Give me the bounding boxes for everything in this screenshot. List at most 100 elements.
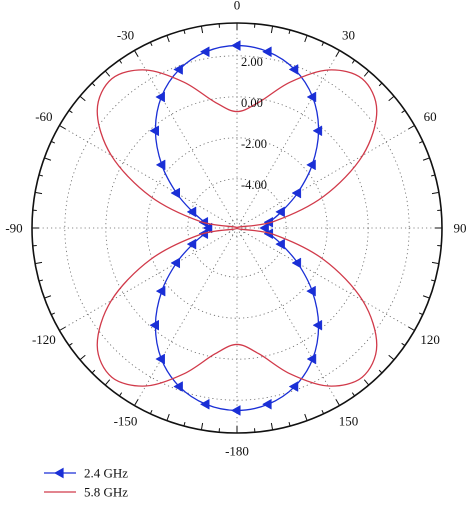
angle-tick bbox=[431, 174, 436, 177]
angle-tick bbox=[68, 110, 73, 114]
legend: 2.4 GHz 5.8 GHz bbox=[44, 466, 128, 500]
data-point-marker bbox=[170, 257, 181, 269]
angle-tick bbox=[134, 50, 139, 57]
angle-tick bbox=[166, 35, 170, 43]
data-point-marker bbox=[259, 222, 269, 234]
angle-tick bbox=[270, 422, 274, 430]
legend-label: 5.8 GHz bbox=[84, 485, 128, 500]
angle-label: -120 bbox=[32, 332, 56, 347]
data-point-marker bbox=[312, 125, 323, 137]
angle-tick bbox=[304, 35, 308, 43]
angle-tick bbox=[59, 125, 66, 130]
data-point-marker bbox=[170, 187, 181, 199]
angle-tick bbox=[288, 29, 291, 34]
data-point-marker bbox=[262, 398, 272, 410]
angle-tick bbox=[422, 295, 430, 299]
angle-tick bbox=[431, 261, 439, 265]
angle-tick bbox=[200, 422, 204, 430]
angle-tick bbox=[91, 82, 96, 87]
angle-label: -150 bbox=[114, 414, 138, 429]
data-point-marker bbox=[291, 187, 302, 199]
angle-tick bbox=[431, 279, 436, 282]
angle-tick bbox=[270, 26, 274, 34]
angle-tick bbox=[183, 29, 186, 34]
data-point-marker bbox=[288, 381, 299, 392]
data-point-marker bbox=[275, 206, 285, 218]
angle-label: -60 bbox=[35, 109, 52, 124]
grid-circle bbox=[228, 219, 246, 237]
radial-tick-label: 0.00 bbox=[241, 96, 263, 110]
angle-tick bbox=[388, 95, 395, 102]
angle-tick bbox=[59, 326, 66, 331]
polar-grid bbox=[31, 22, 443, 434]
angle-tick bbox=[401, 342, 406, 346]
angle-tick bbox=[104, 70, 111, 77]
angle-tick bbox=[401, 110, 406, 114]
legend-marker bbox=[54, 467, 64, 479]
angle-tick bbox=[321, 41, 325, 47]
grid-spoke bbox=[59, 125, 238, 229]
angle-tick bbox=[134, 399, 139, 406]
angle-tick bbox=[321, 409, 325, 415]
angle-tick bbox=[149, 41, 153, 47]
angle-tick bbox=[35, 261, 43, 265]
angle-tick bbox=[335, 50, 340, 57]
radial-tick-label: 2.00 bbox=[241, 55, 263, 69]
grid-circle bbox=[146, 137, 328, 319]
data-point-marker bbox=[186, 238, 197, 250]
angle-label: -180 bbox=[225, 444, 249, 459]
angle-tick bbox=[378, 369, 383, 374]
data-point-marker bbox=[230, 405, 241, 416]
angle-tick bbox=[119, 392, 123, 397]
angle-tick bbox=[44, 157, 52, 161]
angle-label: 120 bbox=[420, 332, 440, 347]
data-point-marker bbox=[275, 238, 285, 250]
data-point-marker bbox=[155, 91, 165, 103]
data-point-marker bbox=[173, 64, 183, 75]
angle-tick bbox=[91, 369, 96, 374]
angle-tick bbox=[388, 354, 395, 361]
angle-tick bbox=[149, 409, 153, 415]
data-point-marker bbox=[312, 319, 323, 331]
radial-tick-label: -4.00 bbox=[241, 178, 267, 192]
grid-spoke bbox=[236, 50, 340, 229]
data-point-marker bbox=[149, 125, 159, 137]
data-point-marker bbox=[149, 319, 159, 331]
series-2 bbox=[96, 69, 378, 387]
data-point-marker bbox=[199, 46, 210, 58]
angle-tick bbox=[38, 279, 43, 282]
data-point-marker bbox=[173, 381, 183, 392]
angle-tick bbox=[408, 326, 415, 331]
angle-tick bbox=[418, 140, 424, 144]
data-point-marker bbox=[306, 353, 317, 365]
angle-label: -90 bbox=[5, 221, 22, 236]
label-layer: 0 30 60 90 120 150 -180 -150 -120 -90 -60 -30 2.00 0.… bbox=[5, 0, 466, 459]
grid-spoke bbox=[236, 227, 340, 406]
data-point-marker bbox=[155, 159, 166, 171]
radial-tick-label: -2.00 bbox=[241, 137, 267, 151]
angle-tick bbox=[104, 379, 111, 386]
legend-item-1: 2.4 GHz bbox=[44, 466, 128, 481]
data-point-marker bbox=[186, 206, 197, 218]
angle-label: -30 bbox=[117, 27, 134, 42]
data-point-marker bbox=[262, 46, 272, 58]
angle-tick bbox=[418, 312, 424, 316]
angle-tick bbox=[422, 157, 430, 161]
angle-tick bbox=[183, 422, 186, 427]
angle-label: 90 bbox=[454, 221, 467, 236]
grid-circle bbox=[187, 178, 287, 278]
angle-tick bbox=[431, 191, 439, 195]
grid-spoke bbox=[59, 227, 238, 331]
legend-label: 2.4 GHz bbox=[84, 466, 128, 481]
angle-tick bbox=[44, 295, 52, 299]
angle-tick bbox=[288, 422, 291, 427]
angle-tick bbox=[378, 82, 383, 87]
angle-tick bbox=[50, 312, 56, 316]
grid-spoke bbox=[236, 227, 415, 331]
angle-tick bbox=[50, 140, 56, 144]
legend-item-2: 5.8 GHz bbox=[44, 485, 128, 500]
angle-tick bbox=[68, 342, 73, 346]
data-point-marker bbox=[306, 159, 316, 171]
angle-tick bbox=[351, 59, 355, 64]
